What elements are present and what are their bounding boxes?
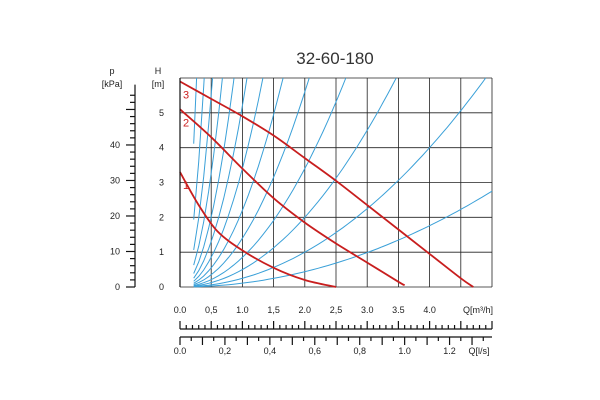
ls-tick-label: 1.2 bbox=[443, 346, 456, 356]
h-axis-label: H bbox=[155, 66, 162, 76]
system-curve-5 bbox=[193, 77, 235, 274]
system-curve-1 bbox=[193, 77, 198, 144]
h-tick-label: 2 bbox=[159, 212, 164, 222]
grid bbox=[179, 77, 493, 288]
h-tick-label: 5 bbox=[159, 108, 164, 118]
system-curve-7 bbox=[193, 77, 264, 282]
system-curve-9 bbox=[193, 77, 310, 286]
p-axis-label: p bbox=[109, 66, 114, 76]
q-tick-label: 1,5 bbox=[267, 305, 280, 315]
system-curve-2 bbox=[193, 77, 205, 220]
q-tick-label: 0,5 bbox=[205, 305, 218, 315]
q-tick-label: 1.0 bbox=[236, 305, 249, 315]
p-axis-unit: [kPa] bbox=[102, 79, 123, 89]
pump-curves bbox=[179, 80, 474, 288]
h-tick-label: 4 bbox=[159, 143, 164, 153]
pump-curve-label-1: 1 bbox=[183, 180, 189, 192]
system-curve-12 bbox=[193, 77, 487, 288]
p-tick-label: 30 bbox=[110, 175, 120, 185]
ls-tick-label: 0.0 bbox=[174, 346, 187, 356]
p-tick-label: 20 bbox=[110, 211, 120, 221]
q-tick-label: 2.0 bbox=[299, 305, 312, 315]
h-axis-unit: [m] bbox=[152, 79, 165, 89]
ls-tick-label: 0,6 bbox=[309, 346, 322, 356]
q-tick-label: 3.0 bbox=[361, 305, 374, 315]
ls-tick-label: 1.0 bbox=[398, 346, 411, 356]
system-curve-6 bbox=[193, 77, 248, 279]
pump-curve-label-3: 3 bbox=[183, 89, 189, 101]
axes bbox=[126, 78, 493, 345]
ls-tick-label: 0,2 bbox=[219, 346, 232, 356]
q-tick-label: 0.0 bbox=[174, 305, 187, 315]
ls-tick-label: 0,8 bbox=[353, 346, 366, 356]
ls-tick-label: 0,4 bbox=[264, 346, 277, 356]
chart-title: 32-60-180 bbox=[296, 49, 374, 68]
system-curve-11 bbox=[193, 77, 397, 287]
pump-curve-3 bbox=[179, 80, 474, 288]
system-curve-3 bbox=[193, 77, 214, 250]
pump-curve-2 bbox=[179, 108, 406, 287]
system-curve-4 bbox=[193, 77, 223, 266]
p-tick-label: 40 bbox=[110, 140, 120, 150]
system-curve-10 bbox=[193, 77, 347, 287]
pump-curve-label-2: 2 bbox=[183, 117, 189, 129]
system-curves bbox=[193, 77, 493, 288]
p-tick-label: 0 bbox=[115, 282, 120, 292]
q-tick-label: 4.0 bbox=[423, 305, 436, 315]
pump-curve-1 bbox=[179, 171, 337, 288]
h-tick-label: 0 bbox=[159, 282, 164, 292]
q-tick-label: 2,5 bbox=[330, 305, 343, 315]
q-axis-label: Q[m³/h] bbox=[463, 305, 493, 315]
h-tick-label: 3 bbox=[159, 178, 164, 188]
ls-axis-label: Q[l/s] bbox=[468, 346, 489, 356]
h-tick-label: 1 bbox=[159, 247, 164, 257]
system-curve-8 bbox=[193, 77, 284, 284]
q-tick-label: 3.5 bbox=[392, 305, 405, 315]
system-curve-13 bbox=[193, 190, 493, 288]
p-tick-label: 10 bbox=[110, 246, 120, 256]
